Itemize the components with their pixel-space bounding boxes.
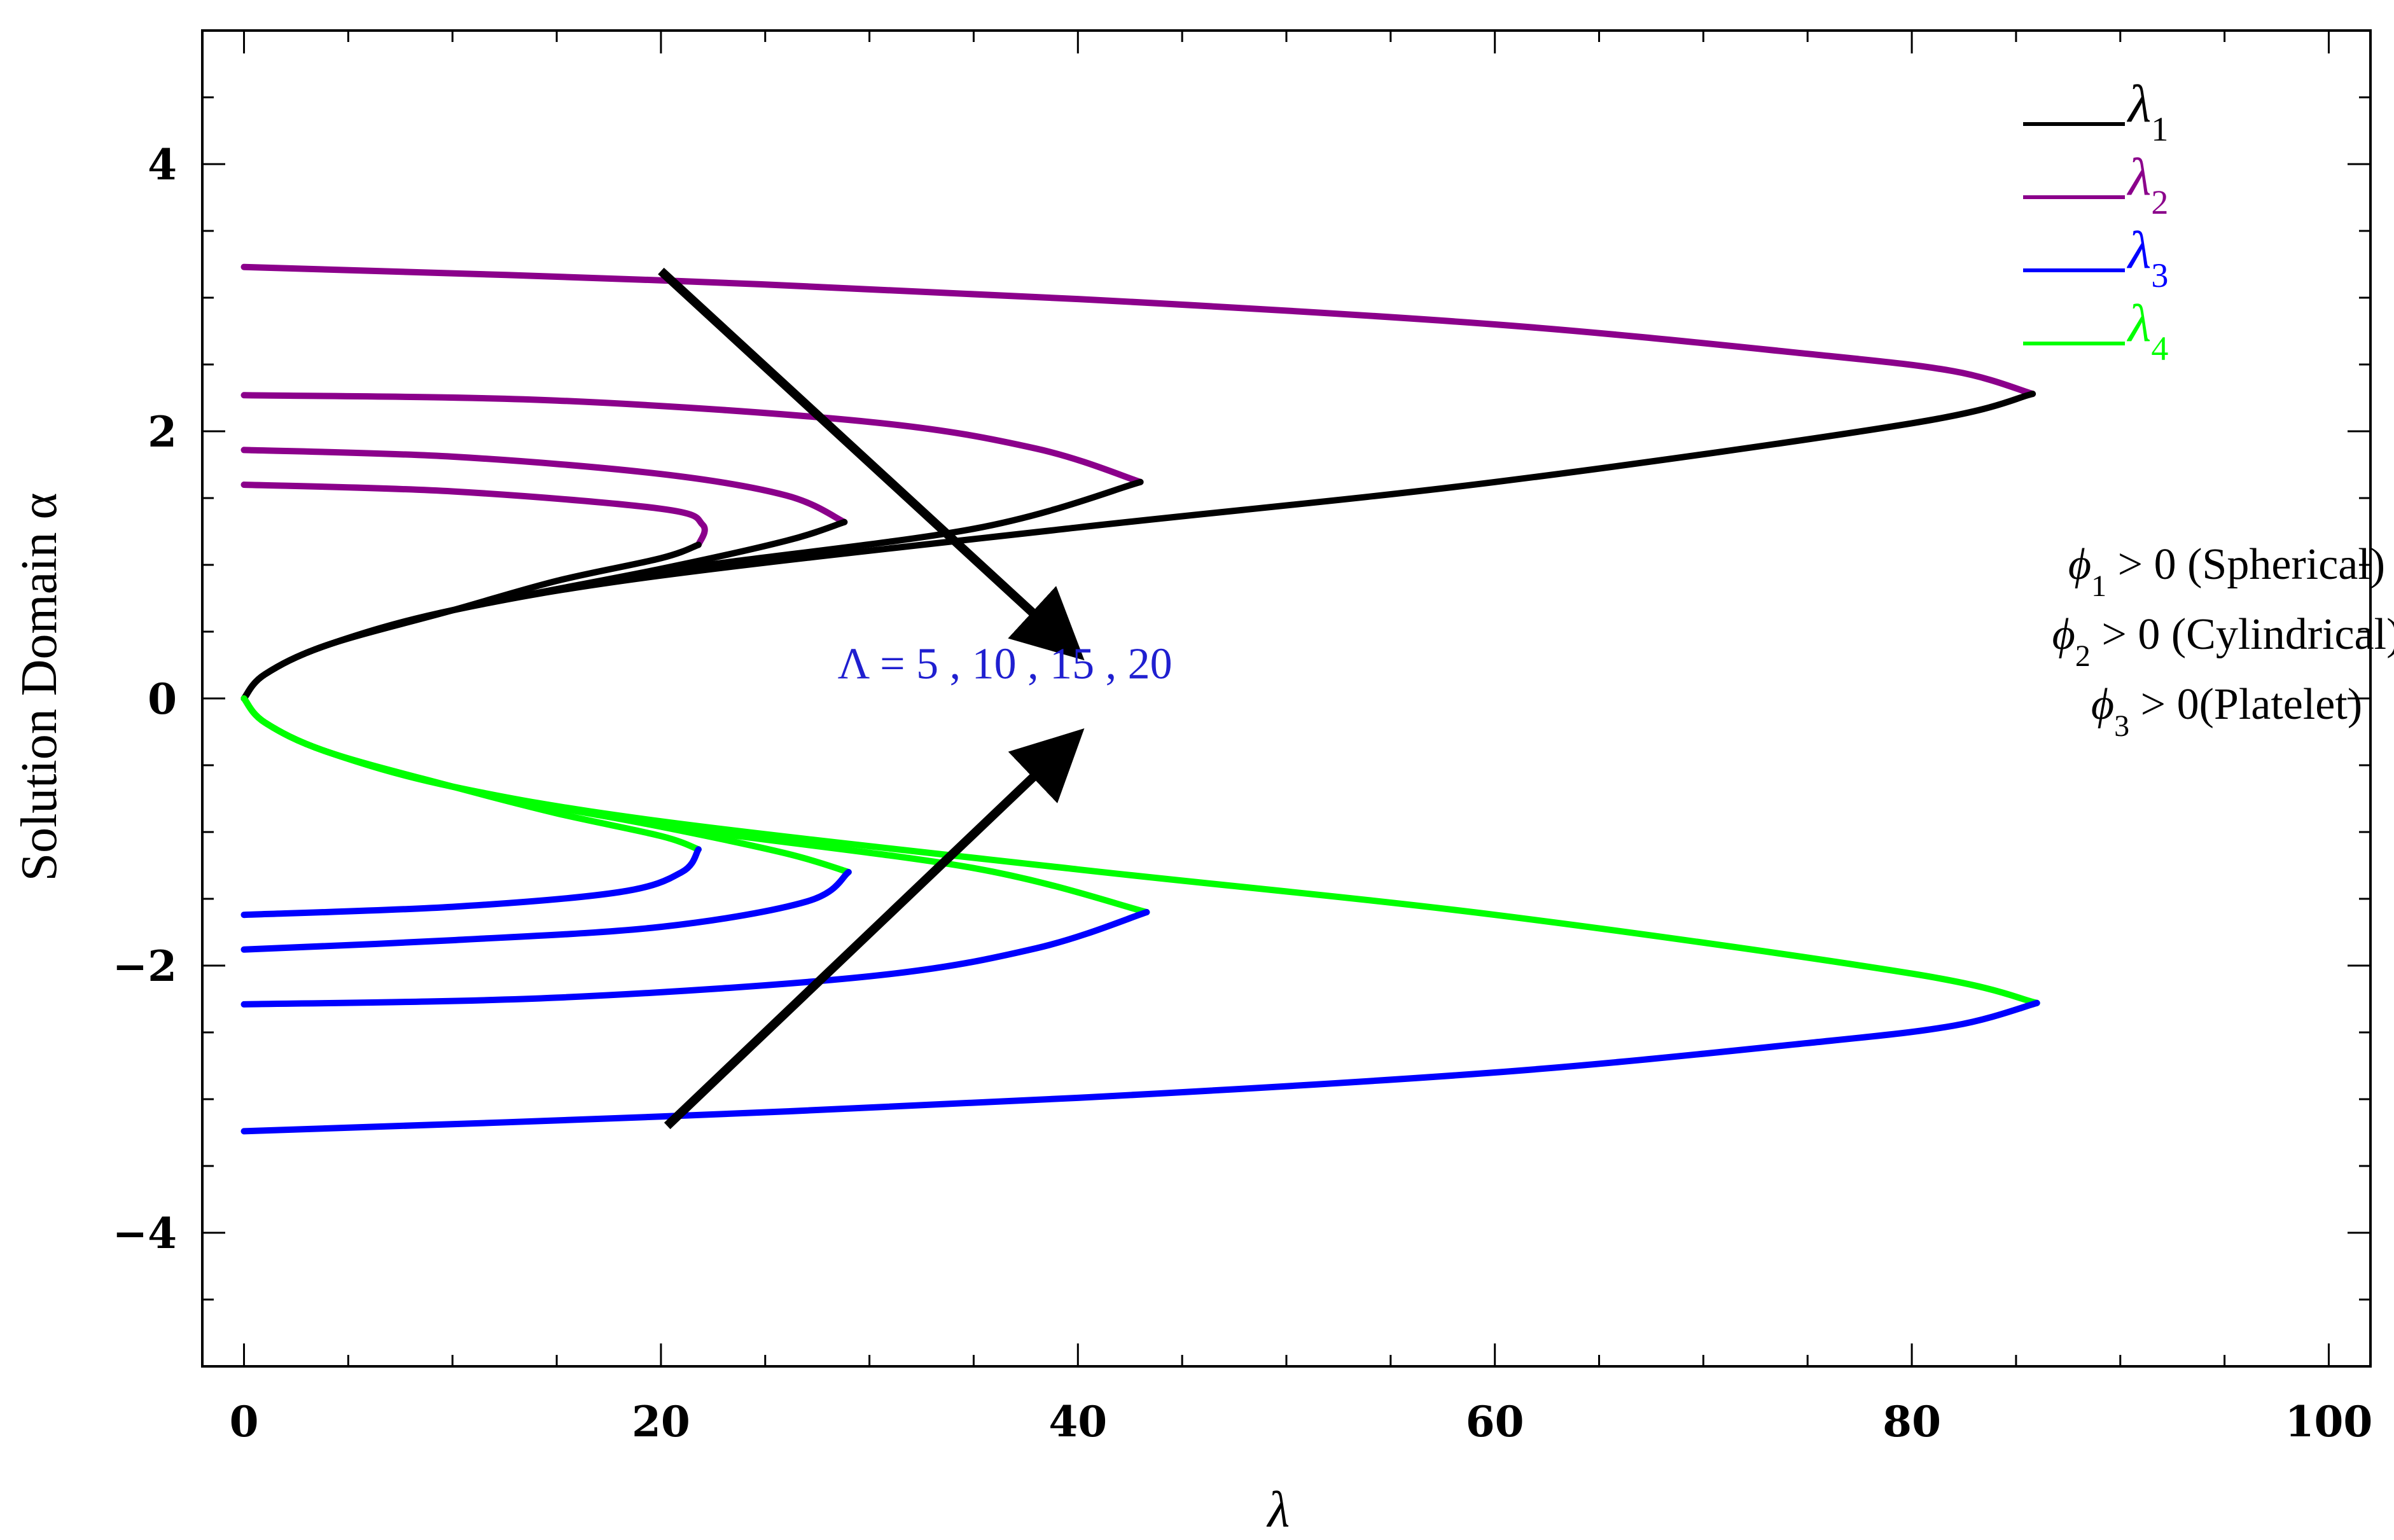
series-lambda2-Lambda-20 [240, 263, 2036, 398]
y-tick-label: −4 [113, 1209, 177, 1258]
y-tick-label: 4 [148, 140, 177, 190]
series-lambda4-Lambda-5 [240, 695, 1150, 915]
x-tick-label: 80 [1882, 1397, 1941, 1446]
y-axis-title: Solution Domain α [11, 493, 67, 882]
y-tick-label: 2 [148, 407, 177, 457]
x-tick-label: 100 [2285, 1397, 2373, 1446]
condition-3: ϕ3 > 0(Platelet) [2091, 680, 2362, 743]
y-tick-label: 0 [148, 674, 177, 724]
x-tick-label: 40 [1048, 1397, 1107, 1446]
series-lambda1-Lambda-5 [240, 478, 1144, 702]
series-lambda2-Lambda-10 [240, 447, 848, 525]
series-lambda2-Lambda-15 [240, 482, 708, 548]
legend-label-lambda3: λ3 [2126, 221, 2168, 295]
trend-arrow-2 [664, 728, 1085, 1130]
legend-label-lambda2: λ2 [2126, 148, 2168, 221]
condition-2: ϕ2 > 0 (Cylindrical) [2052, 610, 2394, 673]
series-lambda3-Lambda-15 [240, 846, 702, 919]
trend-arrow-1 [658, 267, 1085, 661]
condition-1: ϕ1 > 0 (Spherical) [2068, 540, 2385, 603]
legend-label-lambda4: λ4 [2126, 294, 2168, 368]
series-lambda2-Lambda-5 [240, 392, 1144, 485]
arrow-layer [658, 267, 1085, 1130]
legend-label-lambda1: λ1 [2126, 74, 2168, 148]
parameter-label: Λ = 5 , 10 , 15 , 20 [838, 640, 1173, 689]
x-tick-label: 60 [1466, 1397, 1524, 1446]
x-tick-label: 0 [230, 1397, 259, 1446]
ticks-layer [202, 29, 2370, 1368]
labels-layer: 0 20 40 60 80 100 −4 −2 0 2 4 [113, 140, 2373, 1446]
shape-conditions: ϕ1 > 0 (Spherical) ϕ2 > 0 (Cylindrical) ϕ3… [2052, 540, 2394, 743]
series-lambda3-Lambda-10 [240, 869, 852, 953]
y-tick-label: −2 [113, 941, 177, 991]
x-axis-title: λ [1267, 1482, 1290, 1538]
series-layer [240, 263, 2040, 1135]
series-lambda3-Lambda-5 [240, 909, 1150, 1008]
x-tick-label: 20 [632, 1397, 690, 1446]
series-lambda3-Lambda-20 [240, 999, 2040, 1135]
